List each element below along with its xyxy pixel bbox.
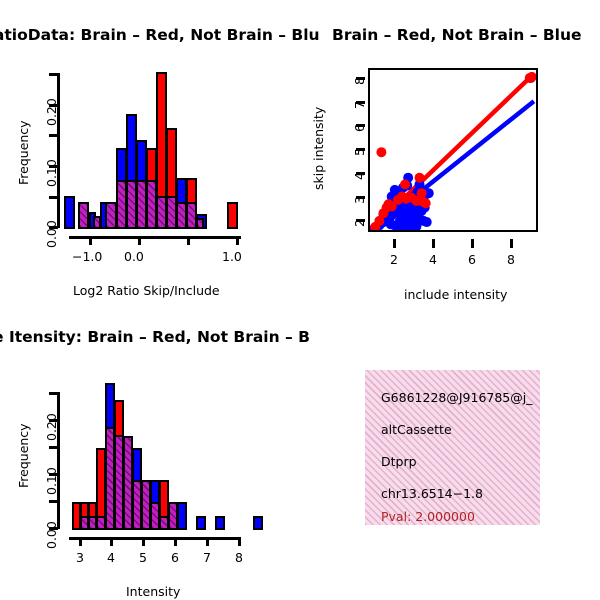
- ratio-x-tick-0: [89, 236, 92, 245]
- intensity-x-ticklabel-3: 3: [76, 550, 84, 565]
- ratio-y-tick-0: [49, 226, 58, 229]
- ratio-x-ticklabel-1: 0.0: [124, 249, 144, 264]
- info-line-locus: chr13.6514−1.8: [381, 486, 483, 501]
- scatter-point: [407, 207, 418, 218]
- ratio-histogram-title: RatioData: Brain – Red, Not Brain – Blu: [0, 26, 320, 44]
- intensity-x-ticklabel-7: 7: [203, 550, 211, 565]
- ratio-bar-red-5: [227, 202, 238, 229]
- intensity-x-axis-line: [69, 537, 241, 540]
- scatter-xlabel: include intensity: [404, 287, 508, 302]
- ratio-x-tick-1: [138, 236, 141, 245]
- intensity-y-tick-minor-1: [49, 500, 58, 503]
- scatter-y-tick-7: [356, 101, 365, 104]
- scatter-point: [420, 198, 431, 209]
- ratio-y-tick-minor-1: [49, 196, 58, 199]
- scatter-point: [400, 179, 411, 190]
- intensity-x-tick-7: [206, 537, 209, 546]
- scatter-point: [378, 208, 389, 219]
- scatter-x-ticklabel-4: 4: [429, 252, 437, 267]
- scatter-x-tick-8: [510, 239, 513, 248]
- intensity-bar-blue-8: [253, 516, 263, 530]
- scatter-point: [374, 215, 385, 226]
- scatter-x-ticklabel-2: 2: [390, 252, 398, 267]
- intensity-y-tick-1: [49, 473, 58, 476]
- ratio-x-ticklabel-2: 1.0: [222, 249, 242, 264]
- intensity-x-tick-3: [79, 537, 82, 546]
- intensity-y-tick-2: [49, 419, 58, 422]
- intensity-x-tick-5: [142, 537, 145, 546]
- intensity-bar-blue-6: [196, 516, 206, 530]
- scatter-point: [409, 223, 420, 230]
- intensity-x-ticklabel-4: 4: [107, 550, 115, 565]
- intensity-y-ticklabel-0: 0.00: [44, 521, 59, 549]
- ratio-x-tick-3: [236, 236, 239, 245]
- scatter-x-ticklabel-6: 6: [468, 252, 476, 267]
- intensity-x-tick-6: [174, 537, 177, 546]
- intensity-y-axis-line: [57, 392, 60, 529]
- scatter-point: [524, 72, 535, 83]
- ratio-x-tick-2: [187, 236, 190, 245]
- intensity-x-ticklabel-8: 8: [235, 550, 243, 565]
- scatter-title: Brain – Red, Not Brain – Blue: [332, 26, 582, 44]
- ratio-y-axis-line: [57, 73, 60, 228]
- scatter-point: [423, 188, 434, 199]
- ratio-y-tick-minor-2: [49, 134, 58, 137]
- ratio-x-ticklabel-0: −1.0: [72, 249, 103, 264]
- scatter-point: [397, 191, 407, 202]
- scatter-y-tick-4: [356, 172, 365, 175]
- ratio-y-tick-1: [49, 165, 58, 168]
- info-line-pval: Pval: 2.000000: [381, 509, 475, 524]
- intensity-x-ticklabel-5: 5: [139, 550, 147, 565]
- scatter-y-tick-2: [356, 219, 365, 222]
- info-line-event-type: altCassette: [381, 422, 452, 437]
- ratio-y-tick-minor-3: [49, 73, 58, 76]
- scatter-point: [421, 217, 432, 228]
- info-line-probe-id: G6861228@J916785@j_: [381, 390, 533, 405]
- intensity-bar-blue-7: [215, 516, 225, 530]
- intensity-y-ticklabel-2: 0.20: [44, 413, 59, 441]
- info-line-gene: Dtprp: [381, 454, 417, 469]
- scatter-point: [414, 172, 425, 183]
- scatter-point: [395, 219, 406, 230]
- ratio-bar-mix-1: [78, 202, 89, 229]
- scatter-point: [386, 201, 397, 212]
- ratio-bar-blue-1: [64, 196, 75, 229]
- intensity-bar-blue-5: [177, 502, 187, 530]
- intensity-histogram-title: ne Itensity: Brain – Red, Not Brain – B: [0, 328, 310, 346]
- ratio-x-axis-line: [69, 236, 241, 239]
- intensity-y-tick-minor-3: [49, 392, 58, 395]
- intensity-y-tick-0: [49, 527, 58, 530]
- intensity-x-tick-8: [238, 537, 241, 546]
- ratio-y-tick-2: [49, 104, 58, 107]
- annotation-info-box: G6861228@J916785@j_ altCassette Dtprp ch…: [365, 370, 540, 525]
- intensity-histogram-xlabel: Intensity: [126, 584, 181, 599]
- intensity-y-ticklabel-1: 0.10: [44, 467, 59, 495]
- scatter-x-tick-2: [393, 239, 396, 248]
- scatter-y-tick-5: [356, 148, 365, 151]
- scatter-x-tick-6: [471, 239, 474, 248]
- scatter-plot-frame: [368, 68, 538, 232]
- scatter-y-tick-6: [356, 124, 365, 127]
- intensity-x-ticklabel-6: 6: [171, 550, 179, 565]
- scatter-x-ticklabel-8: 8: [507, 252, 515, 267]
- scatter-point: [416, 188, 427, 199]
- intensity-y-tick-minor-2: [49, 446, 58, 449]
- scatter-point: [376, 147, 387, 158]
- scatter-x-tick-4: [432, 239, 435, 248]
- ratio-histogram-xlabel: Log2 Ratio Skip/Include: [73, 283, 220, 298]
- scatter-y-tick-3: [356, 196, 365, 199]
- ratio-bar-mix-12: [196, 218, 204, 229]
- intensity-histogram-ylabel: Frequency: [16, 423, 31, 488]
- intensity-x-tick-4: [110, 537, 113, 546]
- scatter-y-tick-8: [356, 77, 365, 80]
